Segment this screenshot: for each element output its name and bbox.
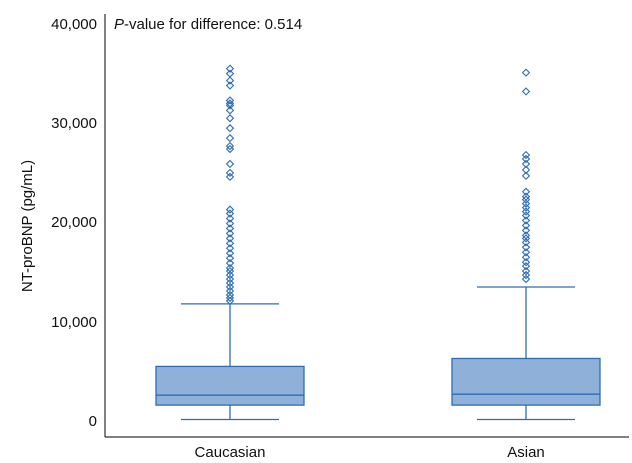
caucasian-outlier-point: [225, 219, 235, 228]
asian-outlier-point: [521, 274, 531, 284]
caucasian-outlier-point: [225, 69, 235, 78]
asian-outlier-point: [521, 87, 531, 96]
p-value-italic: P: [114, 16, 124, 33]
p-value-annotation: P-value for difference: 0.514: [114, 16, 302, 33]
asian-outlier-point: [521, 154, 531, 164]
y-tick-label: 40,000: [51, 16, 97, 33]
box-marks: [155, 64, 601, 421]
y-tick-label: 10,000: [51, 314, 97, 331]
asian-outlier-point: [521, 221, 531, 230]
caucasian-outlier-point: [225, 96, 235, 105]
caucasian-outlier-point: [225, 209, 235, 218]
asian-outlier-point: [521, 171, 531, 181]
caucasian-outlier-point: [225, 64, 235, 73]
caucasian-outlier-point: [225, 239, 235, 248]
caucasian-outlier-point: [225, 274, 235, 284]
caucasian-outlier-point: [225, 76, 235, 85]
caucasian-outlier-point: [225, 106, 235, 115]
caucasian-outlier-point: [225, 259, 235, 268]
caucasian-outlier-point: [225, 124, 235, 133]
asian-outlier-point: [521, 238, 531, 247]
y-tick-label: 20,000: [51, 214, 97, 231]
asian-outlier-point: [521, 165, 531, 175]
asian-outlier-point: [521, 270, 531, 280]
asian-outlier-point: [521, 261, 531, 271]
caucasian-outlier-point: [225, 290, 235, 300]
asian-outlier-point: [521, 187, 531, 196]
caucasian-outlier-point: [225, 254, 235, 263]
asian-outlier-point: [521, 192, 531, 201]
caucasian-outlier-point: [225, 141, 235, 151]
caucasian-outlier-point: [225, 224, 235, 233]
asian-outlier-point: [521, 253, 531, 262]
caucasian-outlier-point: [225, 286, 235, 296]
caucasian-outlier-point: [225, 81, 235, 90]
asian-outlier-point: [521, 216, 531, 225]
asian-outlier-point: [521, 231, 531, 240]
caucasian-outlier-point: [225, 270, 235, 280]
asian-outlier-point: [521, 207, 531, 216]
asian-box: [451, 357, 601, 406]
caucasian-box: [155, 365, 305, 406]
asian-outlier-point: [521, 226, 531, 235]
asian-outlier-point: [521, 150, 531, 160]
asian-outlier-point: [521, 203, 531, 212]
asian-outlier-point: [521, 211, 531, 220]
y-tick-label: 0: [89, 413, 97, 430]
caucasian-outlier-point: [225, 249, 235, 258]
x-tick-label-asian: Asian: [507, 444, 545, 461]
caucasian-outlier-point: [225, 133, 235, 143]
asian-outlier-point: [521, 266, 531, 276]
caucasian-outlier-point: [225, 205, 235, 214]
caucasian-outlier-point: [225, 159, 235, 169]
caucasian-outlier-point: [225, 244, 235, 253]
asian-outlier-point: [521, 159, 531, 169]
asian-outlier-point: [521, 68, 531, 77]
asian-outlier-point: [521, 248, 531, 257]
caucasian-outlier-point: [225, 229, 235, 238]
asian-outlier-point: [521, 199, 531, 208]
caucasian-outlier-point: [225, 172, 235, 182]
caucasian-outlier-point: [225, 282, 235, 292]
y-tick-label: 30,000: [51, 115, 97, 132]
caucasian-outlier-point: [225, 234, 235, 243]
asian-outlier-point: [521, 243, 531, 252]
p-value-text: -value for difference: 0.514: [124, 16, 302, 33]
caucasian-outlier-point: [225, 263, 235, 273]
caucasian-outlier-point: [225, 214, 235, 223]
x-tick-label-caucasian: Caucasian: [195, 444, 266, 461]
asian-outlier-point: [521, 258, 531, 267]
y-axis-label: NT-proBNP (pg/mL): [19, 160, 36, 292]
caucasian-outlier-point: [225, 168, 235, 178]
caucasian-outlier-point: [225, 114, 235, 123]
caucasian-outlier-point: [225, 278, 235, 288]
